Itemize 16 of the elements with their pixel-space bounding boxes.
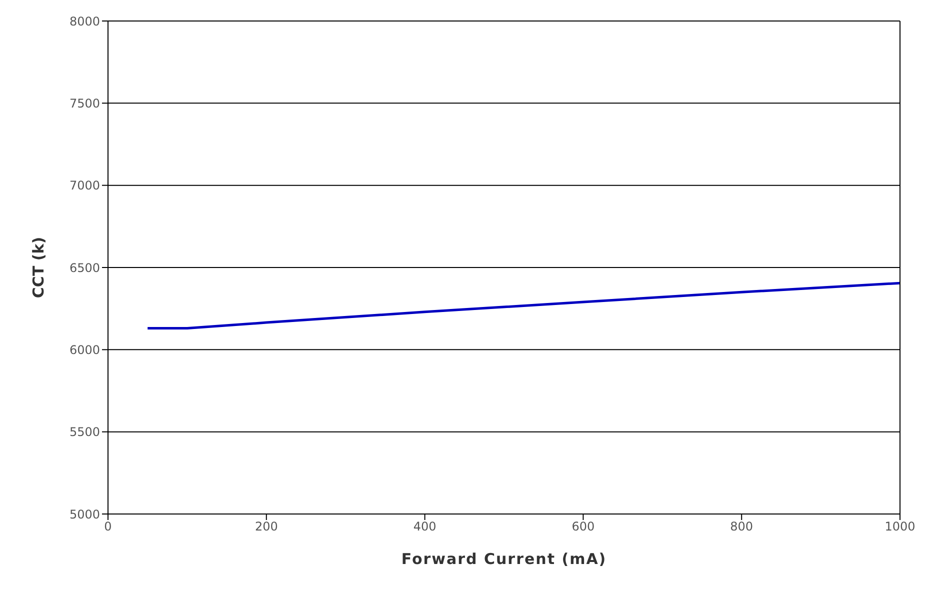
- x-tick-label: 200: [254, 520, 278, 534]
- x-tick-label: 400: [413, 520, 436, 534]
- y-tick-label: 6500: [69, 260, 100, 275]
- y-tick-label: 5000: [69, 507, 100, 522]
- x-tick-label: 0: [104, 520, 112, 534]
- y-tick-label: 7500: [69, 96, 100, 110]
- y-tick-label: 5500: [69, 425, 100, 440]
- y-tick-label: 7000: [69, 178, 100, 193]
- y-tick-label: 6000: [69, 342, 100, 357]
- x-tick-label: 800: [730, 520, 754, 534]
- y-axis-title: CCT (k): [29, 236, 48, 298]
- y-tick-label: 8000: [69, 14, 100, 28]
- line-series: [146, 282, 900, 330]
- x-tick-label: 600: [572, 520, 595, 534]
- x-axis-title: Forward Current (mA): [401, 550, 607, 568]
- x-tick-label: 1000: [884, 520, 916, 534]
